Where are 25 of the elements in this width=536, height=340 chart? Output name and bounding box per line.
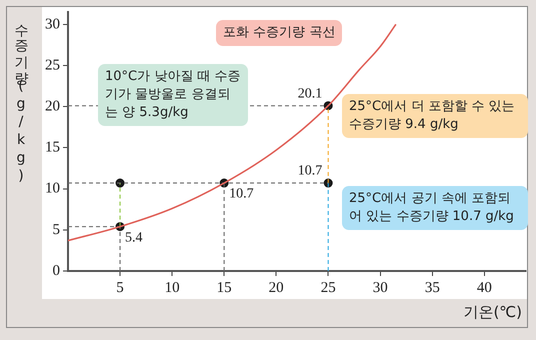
y-tick-label: 0 (52, 262, 60, 279)
x-tick-label: 40 (476, 280, 492, 296)
y-tick-label: 15 (45, 140, 60, 156)
y-tick-label: 30 (45, 16, 60, 32)
x-tick-label: 20 (268, 280, 284, 296)
annotation: 10°C가 낮아질 때 수증기가 물방울로 응결되는 양 5.3g/kg (98, 64, 248, 126)
y-tick-label: 5 (52, 222, 60, 238)
data-label: 10.7 (229, 186, 254, 202)
data-label: 10.7 (298, 164, 322, 179)
annotation: 25°C에서 공기 속에 포함되어 있는 수증기량 10.7 g/kg (342, 186, 528, 230)
text: 포화 수증기량 곡선 (216, 20, 342, 46)
x-axis-title: 기온(℃) (463, 303, 522, 322)
annotation: 25°C에서 더 포함할 수 있는 수증기량 9.4 g/kg (342, 94, 528, 138)
data-label: 5.4 (125, 230, 143, 246)
y-tick-label: 25 (45, 57, 60, 74)
x-tick-label: 10 (164, 280, 180, 296)
x-tick-label: 5 (116, 280, 124, 296)
x-tick-label: 15 (216, 280, 232, 296)
y-tick-label: 20 (45, 98, 60, 114)
x-tick-label: 25 (320, 280, 336, 296)
y-axis-title: 수증기량(g/kg) (12, 14, 30, 186)
y-tick-label: 10 (45, 180, 60, 197)
data-label: 20.1 (298, 86, 322, 102)
x-tick-label: 35 (424, 280, 440, 296)
x-tick-label: 30 (372, 280, 388, 296)
